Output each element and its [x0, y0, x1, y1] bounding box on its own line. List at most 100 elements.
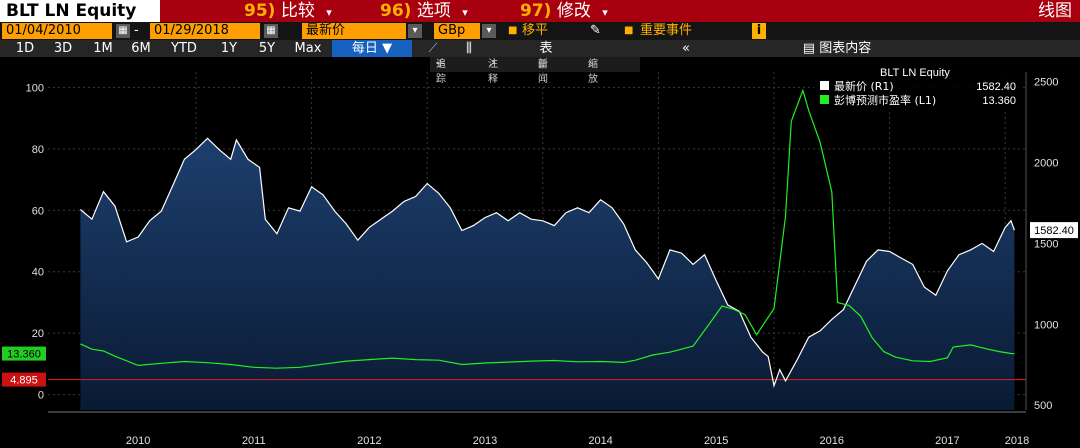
chart-contents-label: 图表内容	[819, 41, 872, 56]
calendar-icon[interactable]: ▦	[264, 24, 278, 38]
legend-title: BLT LN Equity	[880, 67, 950, 79]
chevron-down-icon[interactable]: ▾	[482, 24, 496, 38]
dropdown-arrow-icon: ▾	[462, 6, 468, 19]
tab-5y[interactable]: 5Y	[258, 41, 276, 56]
legend-entry-value: 13.360	[982, 95, 1016, 107]
x-axis: 2010 2011 2012 2013 2014 2015 2016 2017 2018	[126, 435, 1029, 447]
trace-icon: ✛	[436, 59, 445, 70]
ticker-title[interactable]: BLT LN Equity	[0, 0, 160, 22]
calendar-icon[interactable]: ▦	[116, 24, 130, 38]
annotate-icon: ↗	[488, 59, 497, 70]
end-date-input[interactable]: 01/29/2018	[150, 23, 260, 39]
legend-entry-name: 最新价 (R1)	[834, 79, 894, 93]
right-tick-label: 1500	[1034, 238, 1058, 250]
line-chart-icon[interactable]: ⟋	[428, 41, 438, 56]
header-bar: BLT LN Equity 95) 比较 ▾ 96) 选项 ▾ 97) 修改 ▾…	[0, 0, 1080, 22]
menu-options-label: 选项	[416, 1, 451, 21]
menu-modify-num: 97)	[520, 1, 552, 21]
right-axis: 500 1000 1500 2000 2500	[1034, 77, 1058, 412]
tab-3d[interactable]: 3D	[53, 41, 73, 56]
menu-compare[interactable]: 95) 比较 ▾	[244, 0, 332, 22]
menu-modify[interactable]: 97) 修改 ▾	[520, 0, 608, 22]
view-label: 线图	[1038, 1, 1072, 21]
x-tick-label: 2017	[935, 435, 959, 447]
pencil-icon[interactable]: ✎	[590, 23, 601, 38]
left-tick-label: 100	[26, 82, 44, 94]
legend-box	[814, 62, 1020, 112]
legend-swatch	[820, 95, 829, 104]
legend-entry-name: 彭博预测市盈率 (L1)	[834, 93, 936, 107]
x-tick-label: 2018	[1005, 435, 1029, 447]
date-separator: -	[134, 23, 139, 38]
left-tick-label: 40	[32, 267, 44, 279]
left-tick-label: 0	[38, 390, 44, 402]
tab-max[interactable]: Max	[294, 41, 322, 56]
controls-bar: 01/04/2010 ▦ - 01/29/2018 ▦ 最新价 ▾ GBp ▾ …	[0, 22, 1080, 40]
tool-annotate-label: 注释	[488, 59, 498, 85]
menu-modify-label: 修改	[556, 1, 591, 21]
tool-news-label: 新闻	[538, 59, 548, 85]
chart-contents-button[interactable]: ▤ 图表内容	[782, 40, 892, 57]
value-labels: 1582.40 13.360 4.895	[2, 222, 1078, 387]
field-select[interactable]: 最新价	[302, 23, 406, 39]
left-tick-label: 60	[32, 205, 44, 217]
price-series-line	[80, 137, 1015, 388]
x-tick-label: 2012	[357, 435, 381, 447]
left-tick-label: 20	[32, 328, 44, 340]
last-price-badge	[1030, 222, 1078, 239]
x-tick-label: 2013	[473, 435, 497, 447]
frequency-select[interactable]: 每日 ▼	[332, 40, 412, 57]
menu-compare-num: 95)	[244, 1, 276, 21]
pe-badge	[2, 346, 46, 361]
right-tick-label: 2500	[1034, 77, 1058, 89]
last-price-label: 1582.40	[1034, 225, 1074, 237]
dropdown-arrow-icon: ▾	[602, 6, 608, 19]
ref-badge	[2, 372, 46, 387]
chart-tools: ✛ 追踪 ↗ 注释 ▤ 新闻 ⌕ 缩放	[430, 57, 640, 85]
frequency-label: 每日	[351, 41, 378, 56]
info-icon[interactable]: i	[752, 23, 766, 39]
pe-label: 13.360	[7, 349, 41, 361]
tab-6m[interactable]: 6M	[131, 41, 151, 56]
legend-entry-value: 1582.40	[976, 81, 1016, 93]
table-button[interactable]: 表	[539, 41, 553, 56]
checkbox-icon[interactable]: ■	[624, 25, 634, 36]
menu-options-num: 96)	[380, 1, 412, 21]
x-tick-label: 2014	[588, 435, 612, 447]
collapse-icon[interactable]: «	[682, 41, 690, 56]
x-tick-label: 2011	[242, 435, 266, 447]
news-icon: ▤	[538, 59, 548, 70]
checkbox-icon[interactable]: ■	[508, 25, 518, 36]
tab-ytd[interactable]: YTD	[171, 41, 197, 56]
events-toggle[interactable]: 重要事件	[640, 23, 693, 38]
x-tick-label: 2015	[704, 435, 728, 447]
legend-swatch	[820, 81, 829, 90]
price-area	[80, 138, 1015, 411]
right-tick-label: 1000	[1034, 319, 1058, 331]
right-tick-label: 500	[1034, 400, 1052, 412]
tab-1m[interactable]: 1M	[93, 41, 113, 56]
currency-select[interactable]: GBp	[434, 23, 480, 39]
chevron-down-icon[interactable]: ▾	[408, 24, 422, 38]
tab-1y[interactable]: 1Y	[220, 41, 238, 56]
pe-series-line	[80, 88, 1015, 369]
start-date-input[interactable]: 01/04/2010	[2, 23, 112, 39]
tab-1d[interactable]: 1D	[15, 41, 35, 56]
ref-label: 4.895	[10, 375, 38, 387]
chart-icon: ▤	[802, 41, 816, 56]
right-tick-label: 2000	[1034, 158, 1058, 170]
bar-style-icon[interactable]: ⫼	[466, 41, 472, 56]
tool-trace-label: 追踪	[436, 59, 446, 85]
zoom-icon: ⌕	[588, 59, 594, 70]
period-bar: 1D 3D 1M 6M YTD 1Y 5Y Max 每日 ▼ ⟋ ⫼ 表 « ▤…	[0, 40, 1080, 57]
left-tick-label: 80	[32, 144, 44, 156]
menu-options[interactable]: 96) 选项 ▾	[380, 0, 468, 22]
tool-zoom-label: 缩放	[588, 59, 598, 85]
menu-compare-label: 比较	[280, 1, 315, 21]
x-tick-label: 2016	[820, 435, 844, 447]
chevron-down-icon: ▼	[382, 41, 393, 56]
moving-average-toggle[interactable]: 移平	[522, 23, 549, 38]
left-axis: 0 20 40 60 80 100	[26, 82, 44, 401]
x-tick-label: 2010	[126, 435, 150, 447]
